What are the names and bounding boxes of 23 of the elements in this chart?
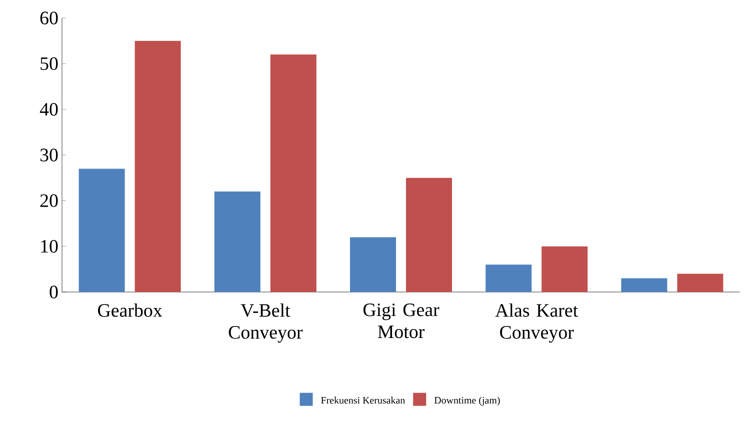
bar	[134, 40, 181, 292]
y-tick-label: 0	[50, 286, 58, 298]
bar	[350, 237, 396, 292]
bar	[542, 246, 588, 292]
y-tick-label: 50	[40, 57, 58, 70]
y-tick-label: 20	[40, 194, 58, 208]
x-tick-label: Gigi Gear Motor	[363, 304, 440, 338]
y-tick-label: 60	[40, 12, 58, 24]
bar	[270, 54, 316, 292]
x-tick-label: V-Belt Conveyor	[228, 304, 303, 343]
bar	[214, 192, 260, 292]
bar	[621, 278, 668, 292]
y-tick-label: 30	[40, 148, 58, 162]
y-tick-label: 10	[41, 240, 58, 253]
legend-label: Frekuensi Kerusakan	[321, 396, 405, 404]
legend-label: Downtime (jam)	[434, 396, 500, 406]
bar	[78, 168, 125, 292]
y-tick-label: 40	[40, 102, 58, 116]
bar	[677, 274, 724, 292]
x-tick-label: Alas Karet Conveyor	[495, 304, 578, 343]
bar	[486, 264, 532, 292]
x-tick-label: Gearbox	[98, 304, 162, 317]
bar	[406, 178, 452, 292]
